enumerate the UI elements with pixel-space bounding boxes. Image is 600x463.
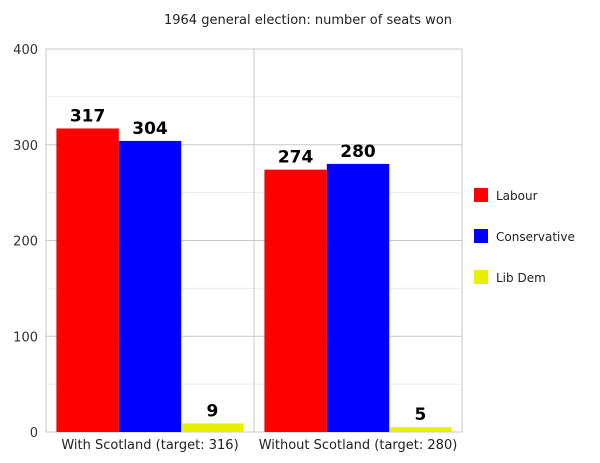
x-axis: With Scotland (target: 316) Without Scotl…	[61, 438, 457, 453]
bar	[264, 169, 327, 432]
legend-swatch	[474, 270, 488, 284]
y-tick-label: 300	[13, 139, 38, 154]
data-label: 304	[132, 119, 168, 139]
bar	[389, 427, 452, 432]
x-category-label: With Scotland (target: 316)	[61, 438, 238, 453]
legend-swatch	[474, 188, 488, 202]
legend-label: Conservative	[496, 230, 575, 244]
y-tick-label: 100	[13, 330, 38, 345]
y-axis: 0 100 200 300 400	[13, 43, 38, 441]
data-label: 317	[70, 106, 106, 126]
x-category-label: Without Scotland (target: 280)	[259, 438, 458, 453]
bar	[181, 423, 244, 432]
data-label: 280	[340, 142, 376, 162]
y-tick-label: 0	[30, 426, 38, 441]
bar	[326, 163, 390, 432]
legend-label: Labour	[496, 189, 538, 203]
data-labels: 317 304 9 274 280 5	[70, 106, 426, 425]
legend-label: Lib Dem	[496, 271, 546, 285]
legend-swatch	[474, 229, 488, 243]
y-tick-label: 400	[13, 43, 38, 58]
bars	[56, 128, 452, 433]
data-label: 274	[278, 148, 314, 168]
chart-title: 1964 general election: number of seats w…	[164, 13, 452, 28]
bar	[56, 128, 119, 432]
data-label: 5	[414, 405, 426, 425]
y-tick-label: 200	[13, 235, 38, 250]
bar	[118, 140, 182, 433]
legend: Labour Conservative Lib Dem	[474, 188, 575, 285]
data-label: 9	[206, 401, 218, 421]
